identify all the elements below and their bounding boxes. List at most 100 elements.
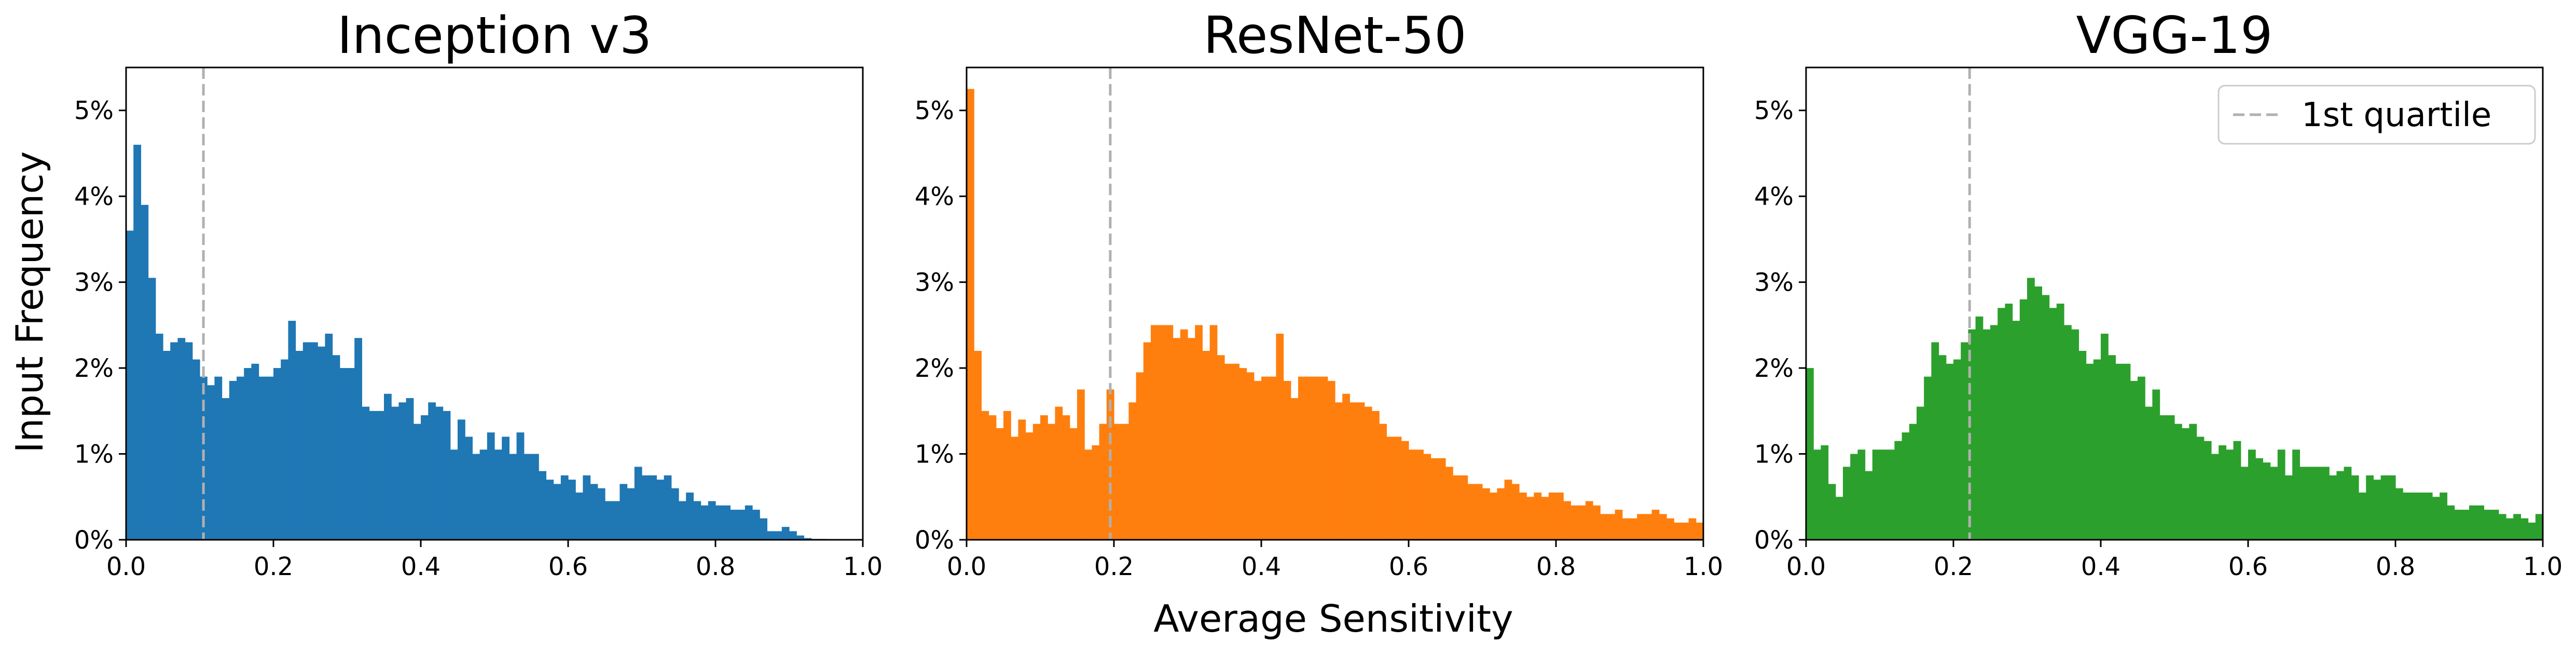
- histogram-bar: [1982, 329, 1991, 540]
- histogram-bar: [391, 406, 399, 540]
- histogram-bar: [155, 333, 163, 540]
- histogram-bar: [1253, 380, 1262, 540]
- histogram-bar: [170, 342, 178, 540]
- histogram-bar: [1128, 402, 1137, 540]
- histogram-bar: [774, 531, 782, 540]
- histogram-bar: [730, 510, 738, 540]
- histogram-bar: [163, 351, 171, 540]
- histogram-bar: [1534, 493, 1542, 540]
- histogram-bar: [1423, 454, 1431, 540]
- figure-xlabel: Average Sensitivity: [1153, 597, 1513, 640]
- histogram-bar: [737, 510, 746, 540]
- histogram-bar: [1158, 325, 1166, 540]
- histogram-bar: [700, 505, 709, 540]
- histogram-bar: [1313, 376, 1321, 540]
- histogram-bar: [2461, 510, 2470, 540]
- histogram-bar: [2034, 286, 2042, 540]
- x-tick-label: 0.4: [1242, 552, 1281, 581]
- histogram-bar: [214, 376, 223, 540]
- histogram-bar: [369, 411, 377, 540]
- histogram-bar: [649, 475, 657, 540]
- histogram-bar: [2469, 505, 2477, 540]
- histogram-bar: [2211, 454, 2219, 540]
- histogram-bar: [398, 402, 407, 540]
- histogram-bar: [2056, 304, 2064, 540]
- histogram-bar: [2535, 514, 2543, 540]
- histogram-bar: [1843, 467, 1851, 540]
- histogram-bar: [384, 393, 392, 540]
- panel-title: VGG-19: [2076, 6, 2273, 65]
- histogram-bar: [656, 480, 665, 540]
- histogram-bar: [1106, 389, 1114, 540]
- histogram-bar: [325, 333, 333, 540]
- histogram-bar: [1305, 376, 1313, 540]
- legend-label: 1st quartile: [2302, 96, 2491, 134]
- histogram-bar: [1409, 449, 1416, 540]
- legend-box: [2217, 85, 2536, 145]
- histogram-bar: [1497, 488, 1505, 540]
- panels: 0.0 0.2 0.4 0.6 0.8 1.0 0% 1% 2% 3% 4% 5% Inception …: [74, 6, 2563, 581]
- histogram-bar: [266, 376, 274, 540]
- histogram-bar: [2019, 299, 2028, 540]
- histogram-bar: [1298, 376, 1306, 540]
- x-tick-label: 0.6: [2228, 552, 2268, 581]
- histogram-bar: [1269, 376, 1276, 540]
- y-tick-label: 4%: [1754, 182, 1794, 211]
- histogram-bar: [1688, 518, 1697, 540]
- histogram-bar: [634, 467, 642, 540]
- y-tick-label: 1%: [74, 440, 114, 469]
- histogram-bar: [1069, 428, 1078, 540]
- histogram-bar: [443, 411, 451, 540]
- histogram-bar: [1828, 484, 1836, 540]
- histogram-bar: [1246, 372, 1255, 540]
- histogram-bar: [2307, 467, 2315, 540]
- histogram-bar: [1865, 471, 1873, 540]
- histogram-bar: [2366, 475, 2374, 540]
- y-tick-label: 2%: [74, 354, 114, 383]
- histogram-bar: [1813, 449, 1821, 540]
- histogram-bar: [627, 488, 635, 540]
- histogram-bar: [2373, 480, 2381, 540]
- histogram-bar: [1025, 432, 1034, 540]
- histogram-bar: [1283, 380, 1291, 540]
- panel-0: 0.0 0.2 0.4 0.6 0.8 1.0 0% 1% 2% 3% 4% 5% Inception …: [74, 6, 883, 581]
- histogram-bar: [2417, 493, 2426, 540]
- y-tick-label: 2%: [1754, 354, 1794, 383]
- histogram-bar: [583, 475, 591, 540]
- histogram-bar: [1953, 359, 1961, 540]
- histogram-bar: [1136, 372, 1144, 540]
- histogram-bar: [1048, 424, 1055, 540]
- histogram-bar: [2432, 497, 2440, 540]
- histogram-bar: [1607, 514, 1616, 540]
- histogram-bar: [531, 454, 539, 540]
- histogram-bar: [2380, 475, 2389, 540]
- histogram-bar: [376, 411, 384, 540]
- histogram-bar: [1541, 497, 1549, 540]
- histogram-bar: [318, 346, 325, 540]
- histogram-bar: [1644, 514, 1652, 540]
- histogram-bar: [612, 501, 620, 540]
- histogram-bar: [281, 359, 288, 540]
- histogram-bar: [2476, 505, 2484, 540]
- histogram-bar: [2447, 505, 2455, 540]
- histogram-bar: [2101, 333, 2109, 540]
- histogram-bar: [332, 355, 340, 540]
- x-tick-label: 0.2: [1934, 552, 1973, 581]
- histogram-bar: [1998, 308, 2005, 540]
- histogram-bar: [1438, 458, 1446, 540]
- histogram-bar: [2255, 458, 2263, 540]
- histogram-bar: [575, 493, 583, 540]
- histogram-bar: [258, 376, 267, 540]
- histogram-bar: [273, 368, 281, 540]
- histogram-bar: [796, 535, 804, 540]
- histogram-bar: [2138, 376, 2145, 540]
- histogram-bar: [1195, 325, 1203, 540]
- histogram-bar: [1084, 449, 1092, 540]
- histogram-bar: [1659, 514, 1667, 540]
- histogram-bar: [1188, 338, 1195, 540]
- histogram-bar: [2174, 424, 2182, 540]
- y-tick-label: 4%: [915, 182, 954, 211]
- panel-2: 0.0 0.2 0.4 0.6 0.8 1.0 0% 1% 2% 3% 4% 5% VGG-19: [1754, 6, 2563, 581]
- histogram-bar: [1290, 398, 1299, 540]
- histogram-bar: [2093, 359, 2101, 540]
